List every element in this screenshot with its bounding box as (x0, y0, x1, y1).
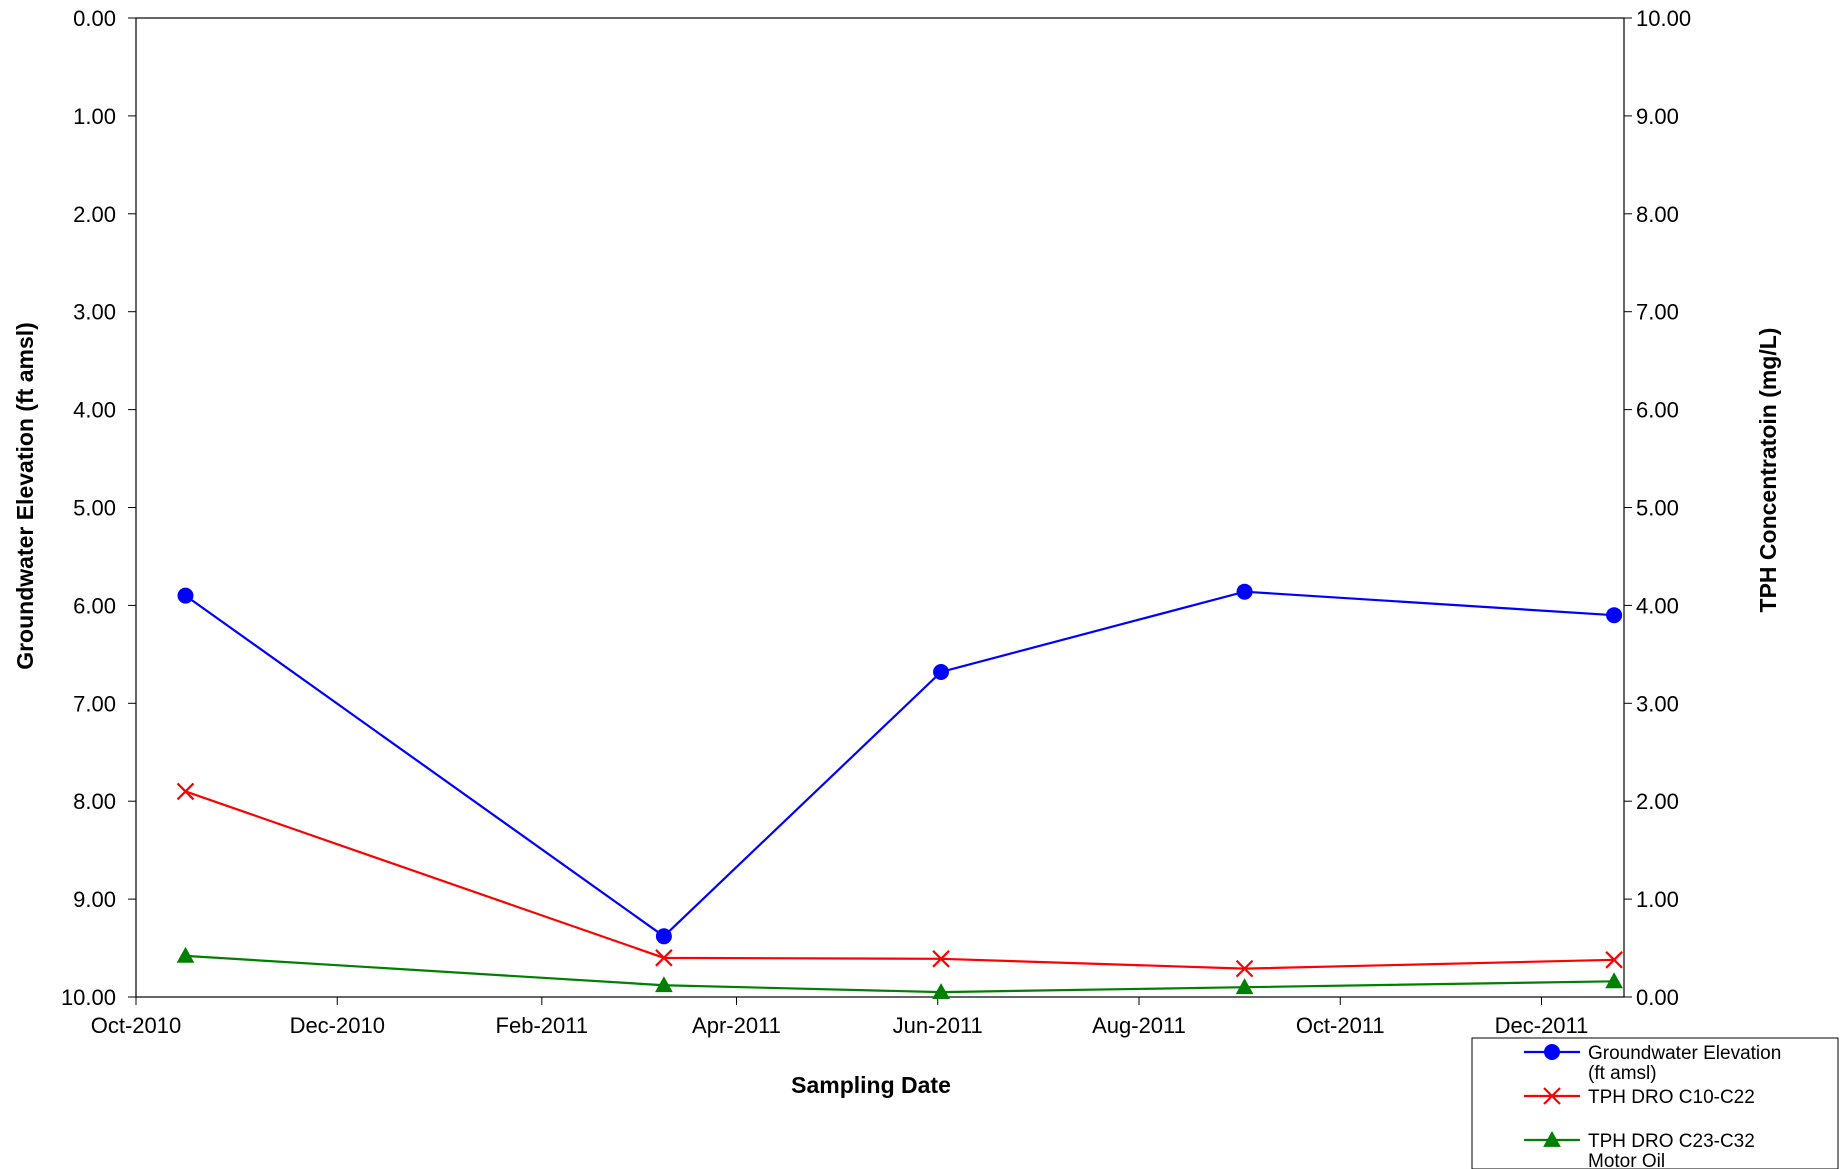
y-left-tick-label: 2.00 (73, 202, 116, 227)
data-point (655, 928, 672, 945)
y-left-tick-label: 3.00 (73, 300, 116, 325)
x-tick-label: Feb-2011 (496, 1013, 589, 1038)
y-right-tick-label: 6.00 (1636, 398, 1679, 423)
y-right-tick-label: 7.00 (1636, 300, 1679, 325)
x-tick-label: Apr-2011 (692, 1013, 781, 1038)
y-left-tick-label: 9.00 (73, 887, 116, 912)
y-right-tick-label: 10.00 (1636, 6, 1691, 31)
data-point (932, 983, 950, 1000)
legend-marker (1543, 1130, 1561, 1147)
data-point (1605, 951, 1623, 969)
data-point (176, 782, 195, 801)
data-point (1235, 959, 1254, 978)
legend: Groundwater Elevation(ft amsl) TPH DRO C1… (1471, 1037, 1839, 1169)
y-left-tick-label: 4.00 (73, 398, 116, 423)
x-tick-label: Dec-2011 (1495, 1013, 1589, 1038)
legend-label: TPH DRO C10-C22 (1588, 1087, 1755, 1108)
y-right-tick-label: 4.00 (1636, 593, 1679, 618)
y-right-tick-label: 2.00 (1636, 789, 1679, 814)
legend-label: Motor Oil (1588, 1151, 1665, 1169)
legend-label: TPH DRO C23-C32 (1588, 1131, 1755, 1152)
y-right-axis-title: TPH Concentratoin (mg/L) (1755, 328, 1781, 613)
y-right-tick-label: 3.00 (1636, 691, 1679, 716)
series-2 (176, 782, 1623, 978)
x-axis-ticks: Oct-2010 Dec-2010 Feb-2011 Apr-2011 Jun-2011… (91, 997, 1589, 1038)
legend-entry-1: Groundwater Elevation(ft amsl) (1524, 1043, 1781, 1084)
x-tick-label: Oct-2011 (1296, 1013, 1385, 1038)
data-point (655, 949, 673, 967)
data-point (932, 950, 950, 968)
data-point (1605, 972, 1623, 989)
y-right-tick-label: 0.00 (1636, 985, 1679, 1010)
x-tick-label: Oct-2010 (91, 1013, 182, 1038)
data-point (1235, 978, 1254, 995)
data-point (933, 663, 950, 680)
data-point (655, 976, 673, 993)
y-left-axis-title: Groundwater Elevation (ft amsl) (12, 322, 38, 670)
y-right-tick-label: 5.00 (1636, 496, 1679, 521)
y-left-tick-label: 1.00 (73, 104, 116, 129)
y-right-tick-label: 9.00 (1636, 104, 1679, 129)
series-line (185, 954, 1615, 994)
y-left-tick-label: 7.00 (73, 691, 116, 716)
legend-marker (1543, 1087, 1561, 1105)
data-point (177, 587, 194, 604)
y-right-tick-label: 1.00 (1636, 887, 1679, 912)
legend-entry-2: TPH DRO C10-C22 (1524, 1087, 1755, 1108)
legend-marker (1544, 1044, 1560, 1060)
y-left-tick-label: 10.00 (61, 985, 116, 1010)
plot-frame (135, 17, 1625, 998)
series-1 (177, 583, 1623, 945)
y-right-axis-ticks: 10.00 9.00 8.00 7.00 6.00 5.00 4.00 3.00 2.00 1.0… (1624, 6, 1691, 1010)
data-point (1236, 583, 1253, 600)
data-point (176, 946, 195, 963)
y-left-axis-ticks: 0.00 1.00 2.00 3.00 4.00 5.00 6.00 7.00 8.00 9.00… (61, 6, 136, 1010)
y-left-tick-label: 0.00 (73, 6, 116, 31)
y-left-tick-label: 8.00 (73, 789, 116, 814)
x-tick-label: Dec-2010 (290, 1013, 385, 1038)
series-line (185, 790, 1615, 970)
series-layer (176, 583, 1623, 1000)
plot-area (135, 17, 1625, 998)
y-left-tick-label: 5.00 (73, 496, 116, 521)
series-3 (176, 946, 1623, 1000)
x-tick-label: Aug-2011 (1092, 1013, 1186, 1038)
legend-label: Groundwater Elevation (1588, 1043, 1781, 1064)
x-axis-title: Sampling Date (791, 1072, 951, 1098)
x-tick-label: Jun-2011 (893, 1013, 983, 1038)
y-right-tick-label: 8.00 (1636, 202, 1679, 227)
y-left-tick-label: 6.00 (73, 593, 116, 618)
series-line (184, 590, 1615, 938)
legend-label: (ft amsl) (1588, 1063, 1657, 1084)
data-point (1606, 607, 1623, 624)
legend-box (1471, 1037, 1839, 1169)
